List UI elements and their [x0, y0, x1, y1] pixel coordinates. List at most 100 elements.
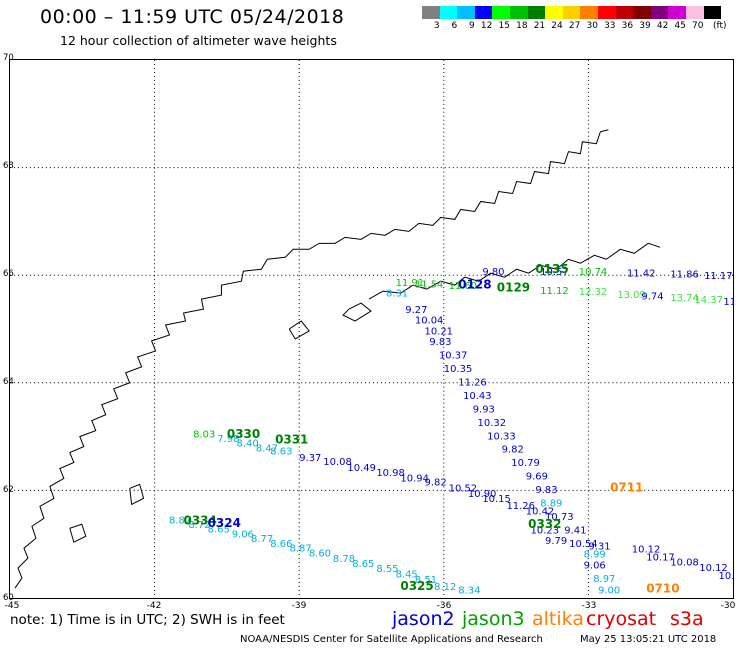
longitude-label: -42 [146, 601, 162, 611]
pass-time-label: 0324 [208, 516, 241, 530]
wave-height-value: 8.97 [593, 574, 615, 585]
wave-height-value: 10.15 [482, 494, 511, 505]
pass-time-label: 0331 [275, 433, 308, 447]
wave-height-value: 8.65 [352, 559, 374, 570]
colorbar-tick-label: 39 [639, 21, 651, 31]
wave-height-value: 11.54 [415, 280, 444, 291]
wave-height-value: 11.60 [449, 281, 478, 292]
colorbar-swatch [685, 6, 704, 19]
colorbar-swatch [580, 6, 598, 19]
wave-height-value: 14.37 [694, 295, 723, 306]
wave-height-value: 9.00 [598, 586, 620, 597]
wave-height-value: 10.12 [699, 563, 728, 574]
wave-height-value: 10.49 [347, 463, 376, 474]
colorbar-swatch [527, 6, 546, 19]
wave-height-value: 10.42 [526, 507, 555, 518]
pass-time-label: 0135 [535, 262, 568, 276]
colorbar-tick-label: 9 [469, 21, 475, 31]
colorbar-tick-label: 33 [604, 21, 616, 31]
wave-height-value: 10.90 [468, 489, 497, 500]
pass-time-label: 0710 [646, 582, 679, 596]
wave-height-value: 10.43 [463, 391, 492, 402]
wave-height-value: 8.34 [458, 586, 480, 597]
wave-height-value: 13.74 [670, 293, 699, 304]
map-title: 00:00 – 11:59 UTC 05/24/2018 [40, 6, 345, 28]
mission-legend-item: cryosat [586, 608, 657, 630]
wave-height-value: 11.42 [627, 268, 656, 279]
wave-height-value: 11.73 [723, 297, 733, 308]
colorbar-swatch [703, 6, 722, 19]
map-subtitle: 12 hour collection of altimeter wave hei… [60, 33, 337, 48]
longitude-label: -36 [436, 601, 452, 611]
wave-height-value: 11.91 [396, 278, 425, 289]
colorbar-tick-label: 27 [568, 21, 581, 31]
colorbar-swatch [439, 6, 458, 19]
wave-height-value: 11.26 [458, 377, 487, 388]
longitude-label: -30 [720, 601, 736, 611]
colorbar-unit: (ft) [713, 21, 727, 31]
mission-legend-item: altika [532, 608, 584, 630]
latitude-label: 60 [3, 593, 14, 603]
longitude-label: -33 [581, 601, 597, 611]
coast-detail [69, 242, 661, 543]
wave-height-colorbar [422, 6, 722, 19]
colorbar-swatch [650, 6, 669, 19]
credit-line: NOAA/NESDIS Center for Satellite Applica… [240, 634, 543, 645]
wave-height-value: 8.87 [290, 544, 312, 555]
mission-legend-item: s3a [670, 608, 704, 630]
wave-height-value: 10.08 [323, 457, 352, 468]
latitude-label: 64 [3, 377, 14, 387]
latitude-label: 68 [3, 161, 14, 171]
colorbar-swatch [457, 6, 475, 19]
wave-height-value: 8.87 [169, 516, 191, 527]
colorbar-tick-label: 3 [433, 21, 440, 31]
altimeter-map: 9.8010.5710.7411.4211.8611.1712.5813.211… [9, 59, 734, 599]
wave-height-value: 9.80 [482, 267, 504, 278]
wave-height-value: 10.37 [439, 351, 468, 362]
pass-time-label: 0129 [497, 280, 530, 294]
wave-height-value: 8.99 [584, 550, 606, 561]
wave-height-value: 8.60 [309, 549, 331, 560]
wave-height-value: 9.27 [405, 305, 427, 316]
colorbar-labels: 3 6 9 12 15 18 21 24 27 30 33 36 39 42 45 70 [422, 21, 721, 31]
wave-height-value: 8.12 [434, 582, 456, 593]
colorbar-swatch [562, 6, 581, 19]
wave-height-value: 8.65 [208, 524, 230, 535]
wave-height-value: 9.37 [299, 453, 321, 464]
wave-height-value: 10.94 [400, 473, 429, 484]
colorbar-swatch [474, 6, 493, 19]
wave-height-value: 10.12 [632, 544, 661, 555]
wave-height-value: 10.35 [444, 364, 473, 375]
colorbar-tick-label: 15 [498, 21, 510, 31]
mission-legend-item: jason3 [462, 608, 525, 630]
colorbar-swatch [545, 6, 563, 19]
wave-height-value: 9.93 [473, 404, 495, 415]
wave-height-value: 8.40 [237, 438, 259, 449]
wave-height-value: 8.51 [415, 575, 437, 586]
colorbar-swatch [492, 6, 510, 19]
colorbar-tick-label: 24 [551, 21, 563, 31]
colorbar-swatch [633, 6, 651, 19]
wave-height-value: 11.17 [704, 271, 733, 282]
wave-height-value: 9.82 [425, 478, 447, 489]
map-canvas: 9.8010.5710.7411.4211.8611.1712.5813.211… [10, 60, 733, 598]
wave-height-value: 10.74 [579, 267, 608, 278]
wave-height-value: 8.77 [251, 534, 273, 545]
wave-height-value: 10.08 [670, 558, 699, 569]
wave-height-value: 8.72 [188, 520, 210, 531]
wave-height-value: 9.06 [232, 530, 254, 541]
wave-height-value: 9.06 [584, 560, 606, 571]
wave-height-value: 7.98 [217, 434, 239, 445]
pass-time-label: 0128 [458, 278, 491, 292]
altimeter-values: 9.8010.5710.7411.4211.8611.1712.5813.211… [169, 262, 733, 597]
wave-height-value: 8.78 [333, 554, 355, 565]
graticule [10, 60, 733, 598]
wave-height-value: 9.41 [564, 525, 586, 536]
longitude-label: -45 [4, 601, 20, 611]
wave-height-value: 10.23 [531, 525, 560, 536]
wave-height-value: 9.31 [588, 542, 610, 553]
wave-height-value: 8.63 [270, 446, 292, 457]
colorbar-tick-label: 70 [692, 21, 704, 31]
wave-height-value: 10.33 [487, 431, 516, 442]
wave-height-value: 8.66 [270, 539, 292, 550]
